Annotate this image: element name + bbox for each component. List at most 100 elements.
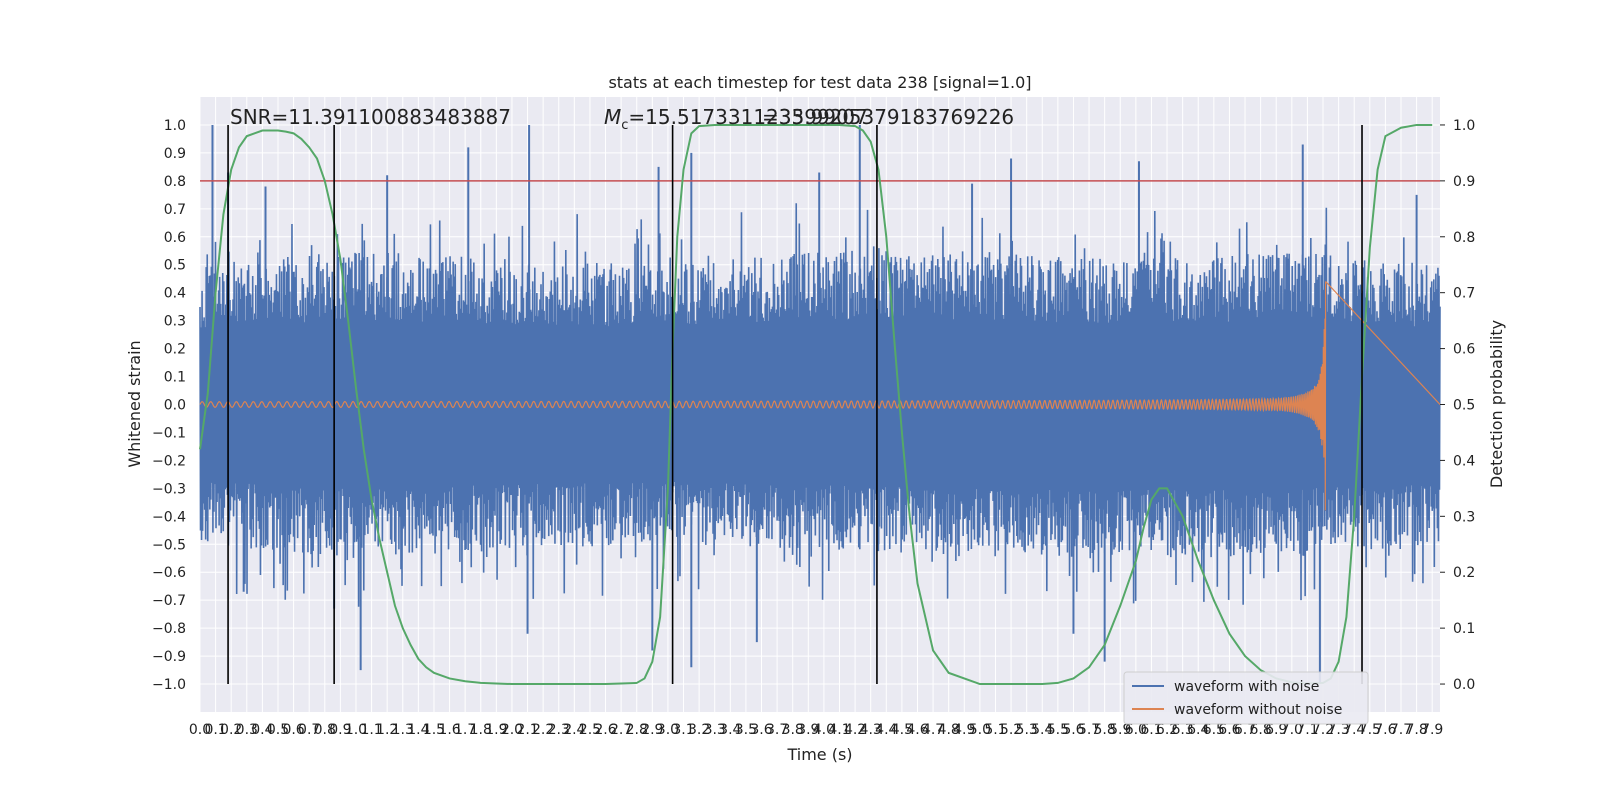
x-tick-label: 4.6 (906, 722, 928, 738)
x-tick-label: 2.8 (626, 722, 648, 738)
y-tick-label-right: 0.3 (1453, 509, 1475, 525)
chirp-series-line (199, 281, 1441, 511)
tick-labels: 0.00.10.20.30.40.50.60.70.80.91.01.11.21… (152, 118, 1475, 738)
legend: waveform with noise waveform without noi… (1123, 671, 1369, 725)
y-tick-label-left: −0.7 (152, 593, 186, 609)
y-tick-label-right: 0.8 (1453, 230, 1475, 246)
y-tick-label-left: −0.6 (152, 565, 186, 581)
x-tick-label: 0.7 (298, 722, 320, 738)
y-tick-label-left: 0.6 (164, 230, 186, 246)
x-tick-label: 3.4 (719, 722, 741, 738)
y-tick-label-left: 0.7 (164, 202, 186, 218)
vertical-lines (227, 124, 1363, 685)
x-tick-label: 4.7 (922, 722, 944, 738)
x-tick-label: 5.8 (1094, 722, 1116, 738)
x-axis-title: Time (s) (786, 745, 852, 764)
legend-label-clean: waveform without noise (1174, 702, 1342, 718)
x-tick-label: 0.9 (329, 722, 351, 738)
y-tick-label-right: 1.0 (1453, 118, 1475, 134)
y-tick-label-left: −0.9 (152, 649, 186, 665)
x-tick-label: 3.5 (735, 722, 757, 738)
x-tick-label: 7.3 (1327, 722, 1349, 738)
x-tick-label: 5.9 (1109, 722, 1131, 738)
x-tick-label: 4.2 (844, 722, 866, 738)
y-axis-title-left: Whitened strain (125, 340, 144, 467)
y-tick-label-left: −0.2 (152, 453, 186, 469)
x-tick-label: 7.5 (1359, 722, 1381, 738)
x-tick-label: 2.6 (594, 722, 616, 738)
x-tick-label: 5.7 (1078, 722, 1100, 738)
chirp-waveform (199, 281, 1441, 511)
x-tick-label: 5.4 (1031, 722, 1053, 738)
x-tick-label: 5.1 (984, 722, 1006, 738)
x-tick-label: 2.4 (563, 722, 585, 738)
x-tick-label: 7.4 (1343, 722, 1365, 738)
x-tick-label: 1.2 (376, 722, 398, 738)
y-tick-label-left: 0.0 (164, 398, 186, 414)
chart-title: stats at each timestep for test data 238… (608, 73, 1031, 92)
x-tick-label: 6.4 (1187, 722, 1209, 738)
x-tick-label: 5.6 (1062, 722, 1084, 738)
x-tick-label: 7.7 (1390, 722, 1412, 738)
x-tick-label: 7.6 (1374, 722, 1396, 738)
y-tick-label-left: 0.3 (164, 314, 186, 330)
x-tick-label: 0.8 (314, 722, 336, 738)
x-tick-label: 1.5 (423, 722, 445, 738)
mc-annotation-value: =15.517331123399207 (628, 105, 867, 129)
y-tick-label-left: −1.0 (152, 677, 186, 693)
y-tick-label-right: 0.7 (1453, 286, 1475, 302)
x-tick-label: 5.2 (1000, 722, 1022, 738)
y-tick-label-left: 0.8 (164, 174, 186, 190)
y-tick-label-right: 0.5 (1453, 398, 1475, 414)
x-tick-label: 3.8 (782, 722, 804, 738)
x-tick-label: 1.6 (438, 722, 460, 738)
x-tick-label: 2.0 (501, 722, 523, 738)
x-tick-label: 7.0 (1281, 722, 1303, 738)
x-tick-label: 2.3 (548, 722, 570, 738)
legend-box (1123, 671, 1369, 725)
x-tick-label: 6.1 (1140, 722, 1162, 738)
x-tick-label: 7.2 (1312, 722, 1334, 738)
x-tick-label: 6.2 (1156, 722, 1178, 738)
y-tick-label-right: 0.2 (1453, 565, 1475, 581)
x-tick-label: 6.0 (1125, 722, 1147, 738)
x-tick-label: 1.9 (485, 722, 507, 738)
x-tick-label: 5.0 (969, 722, 991, 738)
x-tick-label: 0.2 (220, 722, 242, 738)
y-tick-label-left: 0.2 (164, 342, 186, 358)
mc-overlap-annotation: =35.9905379183769226 (762, 105, 1014, 129)
x-tick-label: 3.0 (657, 722, 679, 738)
x-tick-label: 0.6 (282, 722, 304, 738)
x-tick-label: 4.9 (953, 722, 975, 738)
x-tick-label: 6.3 (1172, 722, 1194, 738)
x-tick-label: 1.4 (407, 722, 429, 738)
y-tick-label-right: 0.1 (1453, 621, 1475, 637)
x-tick-label: 4.5 (891, 722, 913, 738)
x-tick-label: 7.9 (1421, 722, 1443, 738)
x-tick-label: 6.5 (1203, 722, 1225, 738)
y-tick-label-left: 0.9 (164, 146, 186, 162)
x-tick-label: 2.9 (641, 722, 663, 738)
x-tick-label: 6.9 (1265, 722, 1287, 738)
probability-layer (199, 123, 1433, 686)
x-tick-label: 6.6 (1218, 722, 1240, 738)
x-tick-label: 6.7 (1234, 722, 1256, 738)
y-tick-label-left: −0.4 (152, 509, 186, 525)
y-axis-title-right: Detection probability (1487, 320, 1506, 488)
y-tick-label-left: 0.5 (164, 258, 186, 274)
x-tick-label: 4.4 (875, 722, 897, 738)
x-tick-label: 1.0 (345, 722, 367, 738)
x-tick-label: 0.1 (204, 722, 226, 738)
x-tick-label: 4.0 (813, 722, 835, 738)
x-tick-label: 5.3 (1016, 722, 1038, 738)
x-tick-label: 3.7 (766, 722, 788, 738)
x-tick-label: 3.1 (672, 722, 694, 738)
y-tick-label-left: 1.0 (164, 118, 186, 134)
x-tick-label: 2.5 (579, 722, 601, 738)
y-tick-label-left: 0.4 (164, 286, 186, 302)
y-tick-label-right: 0.9 (1453, 174, 1475, 190)
x-tick-label: 0.4 (251, 722, 273, 738)
x-tick-label: 2.2 (532, 722, 554, 738)
y-tick-label-right: 0.6 (1453, 342, 1475, 358)
